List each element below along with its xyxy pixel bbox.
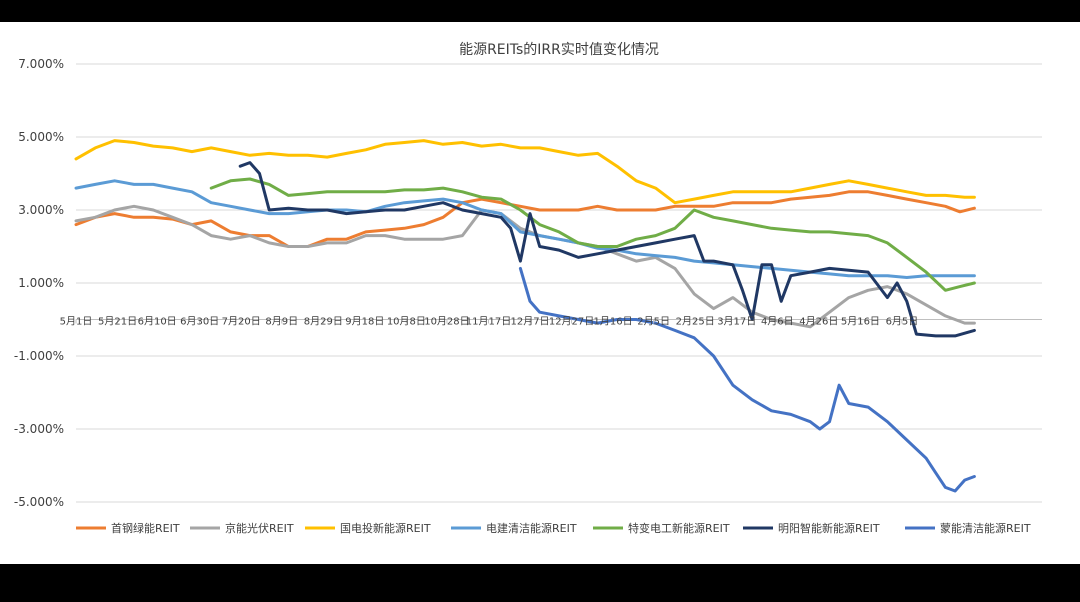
x-tick-label: 6月5日 <box>886 316 919 328</box>
legend-label: 国电投新能源REIT <box>340 521 431 535</box>
x-tick-label: 4月26日 <box>799 316 838 328</box>
legend: 首钢绿能REIT 京能光伏REIT 国电投新能源REIT 电建清洁能源REIT 特变电工… <box>76 521 1031 535</box>
series-line-1 <box>74 190 976 248</box>
legend-label: 电建清洁能源REIT <box>486 521 577 535</box>
legend-label: 蒙能清洁能源REIT <box>940 521 1031 535</box>
x-tick-label: 5月21日 <box>98 316 137 328</box>
x-tick-label: 10月28日 <box>424 316 469 328</box>
x-tick-label: 3月17日 <box>717 316 756 328</box>
y-tick-label: -1.000% <box>14 349 64 363</box>
series-line-3 <box>74 139 976 205</box>
x-tick-label: 5月1日 <box>60 316 93 328</box>
x-tick-label: 8月9日 <box>265 316 298 328</box>
series-lines <box>74 139 976 493</box>
x-tick-label: 2月25日 <box>676 316 715 328</box>
x-tick-label: 7月20日 <box>222 316 261 328</box>
x-tick-label: 5月16日 <box>841 316 880 328</box>
x-tick-label: 4月6日 <box>761 316 794 328</box>
y-tick-label: -3.000% <box>14 422 64 436</box>
x-axis-ticks: 5月1日 5月21日 6月10日 6月30日 7月20日 8月9日 8月29日 9月18日 10… <box>60 316 919 328</box>
y-tick-label: -5.000% <box>14 495 64 509</box>
y-tick-label: 1.000% <box>18 276 64 290</box>
line-chart: 能源REITs的IRR实时值变化情况 7.000% 5.000% 3.000% 1.0… <box>14 42 1042 535</box>
x-tick-label: 10月8日 <box>387 316 426 328</box>
x-tick-label: 6月10日 <box>138 316 177 328</box>
series-line-6 <box>238 161 976 338</box>
y-tick-label: 5.000% <box>18 130 64 144</box>
y-tick-label: 7.000% <box>18 57 64 71</box>
x-tick-label: 8月29日 <box>304 316 343 328</box>
y-tick-label: 3.000% <box>18 203 64 217</box>
x-tick-label: 11月17日 <box>466 316 511 328</box>
x-tick-label: 9月18日 <box>345 316 384 328</box>
x-tick-label: 1月16日 <box>594 316 633 328</box>
chart-panel: 能源REITs的IRR实时值变化情况 7.000% 5.000% 3.000% 1.0… <box>0 22 1080 564</box>
chart-title: 能源REITs的IRR实时值变化情况 <box>459 42 659 58</box>
series-line-5 <box>209 177 976 292</box>
x-tick-label: 12月27日 <box>549 316 594 328</box>
legend-label: 京能光伏REIT <box>225 521 294 535</box>
legend-label: 特变电工新能源REIT <box>628 521 730 535</box>
series-line-7 <box>518 266 976 493</box>
legend-label: 首钢绿能REIT <box>111 521 180 535</box>
series-line-2 <box>74 204 976 329</box>
y-axis-ticks: 7.000% 5.000% 3.000% 1.000% -1.000% -3.000% -5… <box>14 57 64 509</box>
series-line-4 <box>74 179 976 279</box>
x-tick-label: 2月5日 <box>637 316 670 328</box>
x-tick-label: 6月30日 <box>180 316 219 328</box>
x-tick-label: 12月7日 <box>510 316 549 328</box>
legend-label: 明阳智能新能源REIT <box>778 521 880 535</box>
